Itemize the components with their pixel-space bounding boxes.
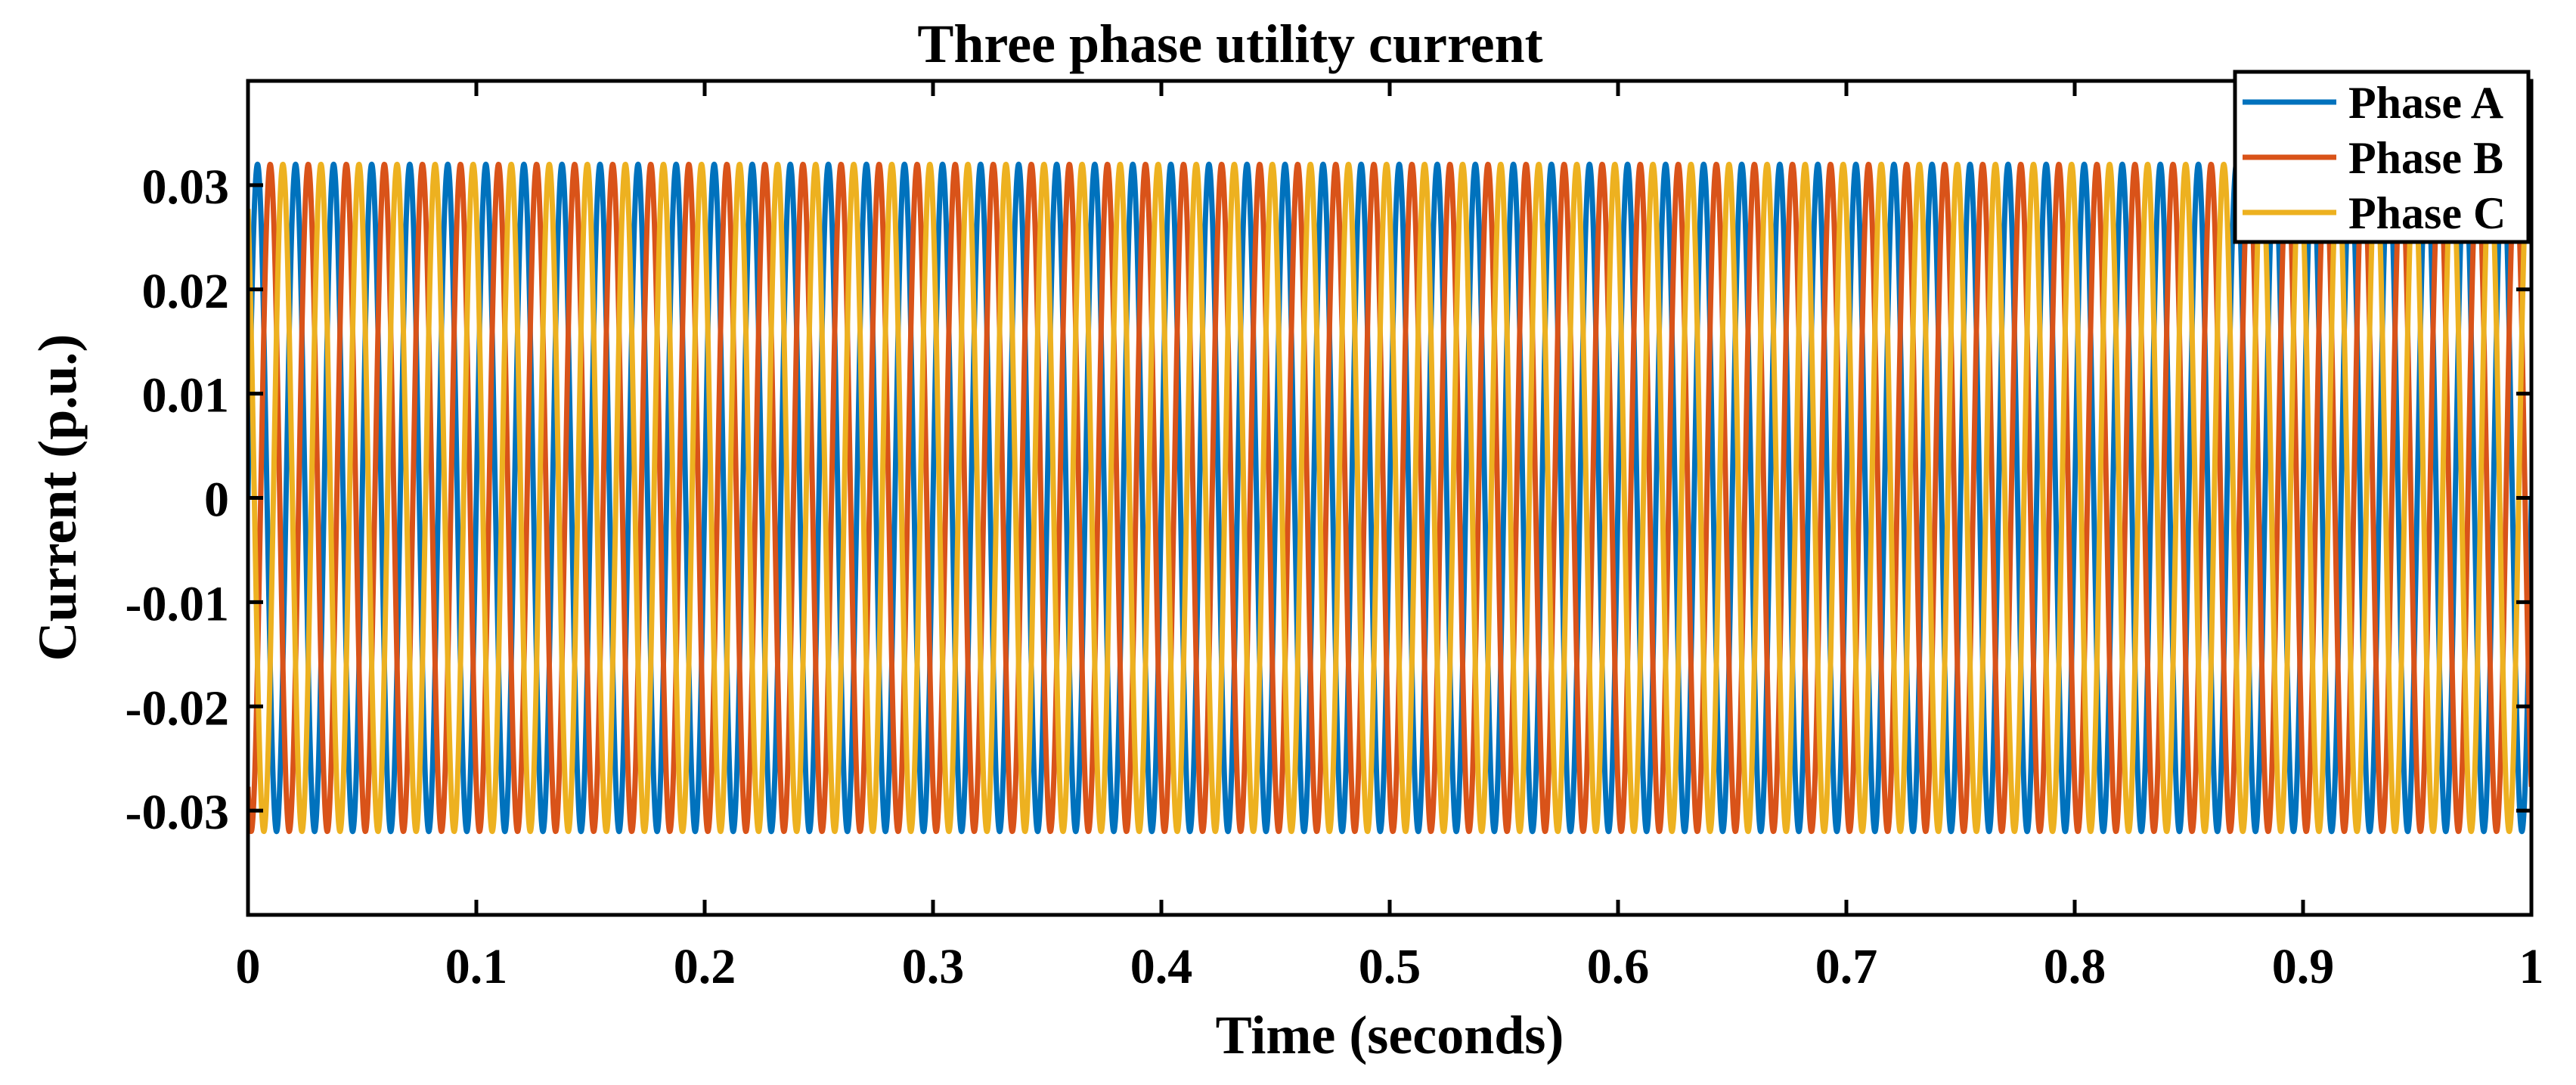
y-axis-label: Current (p.u.) <box>27 334 88 662</box>
x-tick-label: 0.1 <box>445 939 508 994</box>
y-tick-label: -0.01 <box>126 576 229 631</box>
x-tick-label: 0 <box>236 939 261 994</box>
x-tick-label: 0.4 <box>1130 939 1193 994</box>
x-tick-label: 0.2 <box>674 939 736 994</box>
y-tick-label: 0.02 <box>142 264 230 319</box>
x-tick-label: 0.3 <box>902 939 965 994</box>
y-tick-label: 0 <box>204 473 229 528</box>
x-tick-label: 1 <box>2519 939 2544 994</box>
y-tick-labels: 0.03 0.02 0.01 0 -0.01 -0.02 -0.03 <box>126 160 229 840</box>
legend-entry: Phase A <box>2243 78 2503 128</box>
y-tick-label: -0.02 <box>126 680 229 736</box>
x-tick-label: 0.5 <box>1359 939 1421 994</box>
legend-label: Phase A <box>2348 78 2503 128</box>
plot-frame <box>246 79 2534 917</box>
x-tick-label: 0.6 <box>1587 939 1650 994</box>
y-tick-label: 0.01 <box>142 368 230 423</box>
series-line-phase-c <box>248 161 2531 835</box>
chart-title: Three phase utility current <box>917 14 1542 74</box>
ticks-group <box>246 81 2534 915</box>
legend-entry: Phase C <box>2243 188 2506 238</box>
x-tick-label: 0.9 <box>2272 939 2335 994</box>
y-tick-label: -0.03 <box>126 785 229 840</box>
x-tick-labels: 0 0.1 0.2 0.3 0.4 0.5 0.6 0.7 0.8 0.9 1 <box>236 939 2544 994</box>
legend-label: Phase C <box>2348 188 2506 238</box>
legend-label: Phase B <box>2348 133 2503 183</box>
series-group <box>248 161 2531 835</box>
legend-entry: Phase B <box>2243 133 2503 183</box>
x-axis-label: Time (seconds) <box>1216 1005 1564 1065</box>
y-tick-label: 0.03 <box>142 160 230 215</box>
x-tick-label: 0.7 <box>1815 939 1878 994</box>
series-line-phase-a <box>248 161 2531 835</box>
x-tick-label: 0.8 <box>2044 939 2106 994</box>
series-line-phase-b <box>248 161 2531 835</box>
plot-area <box>246 79 2534 917</box>
